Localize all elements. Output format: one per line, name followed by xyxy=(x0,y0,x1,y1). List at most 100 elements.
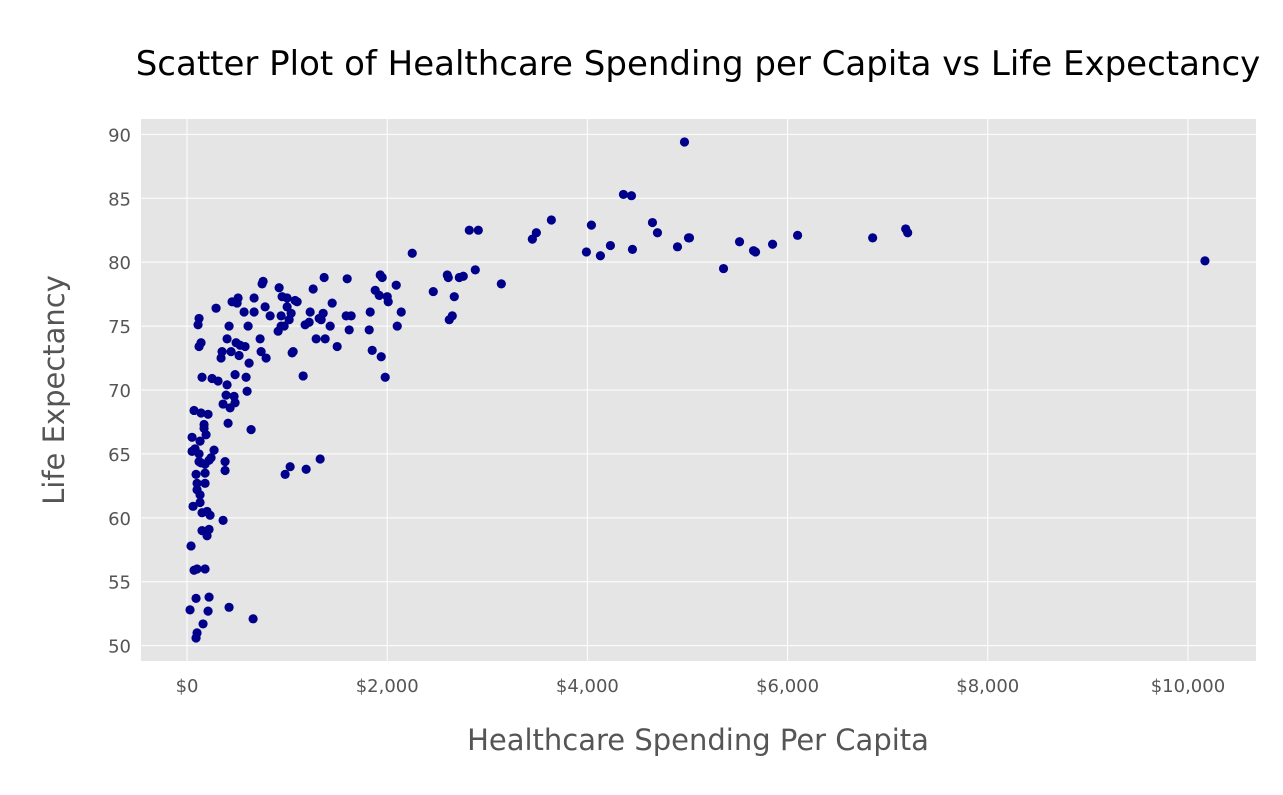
y-tick-label: 65 xyxy=(108,445,131,466)
data-point xyxy=(581,247,591,257)
data-point xyxy=(221,390,231,400)
data-point xyxy=(672,242,683,252)
data-point xyxy=(197,372,207,382)
data-point xyxy=(364,325,374,335)
data-point xyxy=(218,515,228,525)
data-point xyxy=(458,271,468,281)
data-point xyxy=(679,137,690,147)
data-point xyxy=(248,614,258,624)
data-point xyxy=(203,606,213,616)
data-point xyxy=(367,345,377,355)
data-point xyxy=(286,308,296,318)
data-point xyxy=(226,347,236,357)
y-tick-label: 85 xyxy=(108,189,131,210)
x-axis-label: Healthcare Spending Per Capita xyxy=(467,723,929,757)
data-point xyxy=(396,307,406,317)
data-point xyxy=(315,454,325,464)
data-point xyxy=(200,468,210,478)
data-point xyxy=(192,628,202,638)
data-point xyxy=(194,313,204,324)
data-points xyxy=(185,137,1210,643)
data-point xyxy=(205,510,215,520)
data-point xyxy=(304,317,314,327)
data-point xyxy=(376,352,386,362)
y-tick-label: 50 xyxy=(108,637,131,658)
data-point xyxy=(249,293,259,303)
data-point xyxy=(325,321,335,331)
data-point xyxy=(618,189,629,200)
data-point xyxy=(470,265,480,275)
data-point xyxy=(868,233,878,243)
data-point xyxy=(220,456,230,467)
data-point xyxy=(244,358,254,368)
data-point xyxy=(684,233,695,243)
data-point xyxy=(305,307,315,317)
data-point xyxy=(204,524,214,534)
data-point xyxy=(365,307,375,317)
data-point xyxy=(240,341,250,352)
x-tick-label: $0 xyxy=(176,676,199,697)
data-point xyxy=(243,321,253,331)
data-point xyxy=(191,593,201,603)
data-point xyxy=(230,398,240,408)
data-point xyxy=(627,244,638,254)
data-point xyxy=(377,272,387,283)
data-point xyxy=(265,311,275,321)
data-point xyxy=(392,321,402,331)
data-point xyxy=(285,462,295,472)
data-point xyxy=(750,247,761,257)
data-point xyxy=(204,592,214,602)
data-point xyxy=(187,432,197,442)
data-point xyxy=(344,325,354,335)
data-point xyxy=(626,191,637,201)
data-point xyxy=(218,399,228,409)
data-point xyxy=(531,228,541,238)
data-point xyxy=(195,436,205,446)
data-point xyxy=(652,228,663,238)
data-point xyxy=(258,276,268,286)
data-point xyxy=(222,334,232,344)
data-point xyxy=(195,490,205,500)
data-point xyxy=(383,297,393,307)
data-point xyxy=(188,501,198,511)
data-point xyxy=(192,564,202,574)
data-point xyxy=(260,302,270,312)
x-tick-label: $4,000 xyxy=(556,676,619,697)
data-point xyxy=(195,497,205,508)
data-point xyxy=(443,272,453,283)
data-point xyxy=(298,371,308,381)
data-point xyxy=(308,284,318,294)
data-point xyxy=(249,307,259,317)
data-point xyxy=(282,293,292,303)
data-point xyxy=(213,376,223,386)
data-point xyxy=(274,283,284,293)
y-axis-label: Life Expectancy xyxy=(37,275,71,505)
data-point xyxy=(327,298,337,308)
data-point xyxy=(407,248,417,258)
data-point xyxy=(391,280,401,290)
chart-title: Scatter Plot of Healthcare Spending per … xyxy=(136,44,1261,84)
y-tick-label: 70 xyxy=(108,381,131,402)
data-point xyxy=(198,619,208,629)
data-point xyxy=(428,286,438,297)
data-point xyxy=(239,307,249,317)
data-point xyxy=(332,341,342,352)
data-point xyxy=(734,237,745,247)
data-point xyxy=(200,564,210,574)
data-point xyxy=(595,251,606,261)
y-tick-label: 55 xyxy=(108,573,131,594)
data-point xyxy=(234,350,244,361)
y-tick-label: 80 xyxy=(108,253,131,274)
data-point xyxy=(276,311,286,321)
x-axis-ticks: $0 $2,000 $4,000 $6,000 $8,000 $10,000 xyxy=(176,676,1226,697)
data-point xyxy=(374,290,384,301)
data-point xyxy=(380,372,390,382)
data-point xyxy=(586,220,597,230)
data-point xyxy=(209,445,219,455)
data-point xyxy=(767,239,778,249)
data-point xyxy=(279,321,289,331)
data-point xyxy=(191,469,201,479)
data-point xyxy=(211,303,221,313)
data-point xyxy=(241,372,251,382)
